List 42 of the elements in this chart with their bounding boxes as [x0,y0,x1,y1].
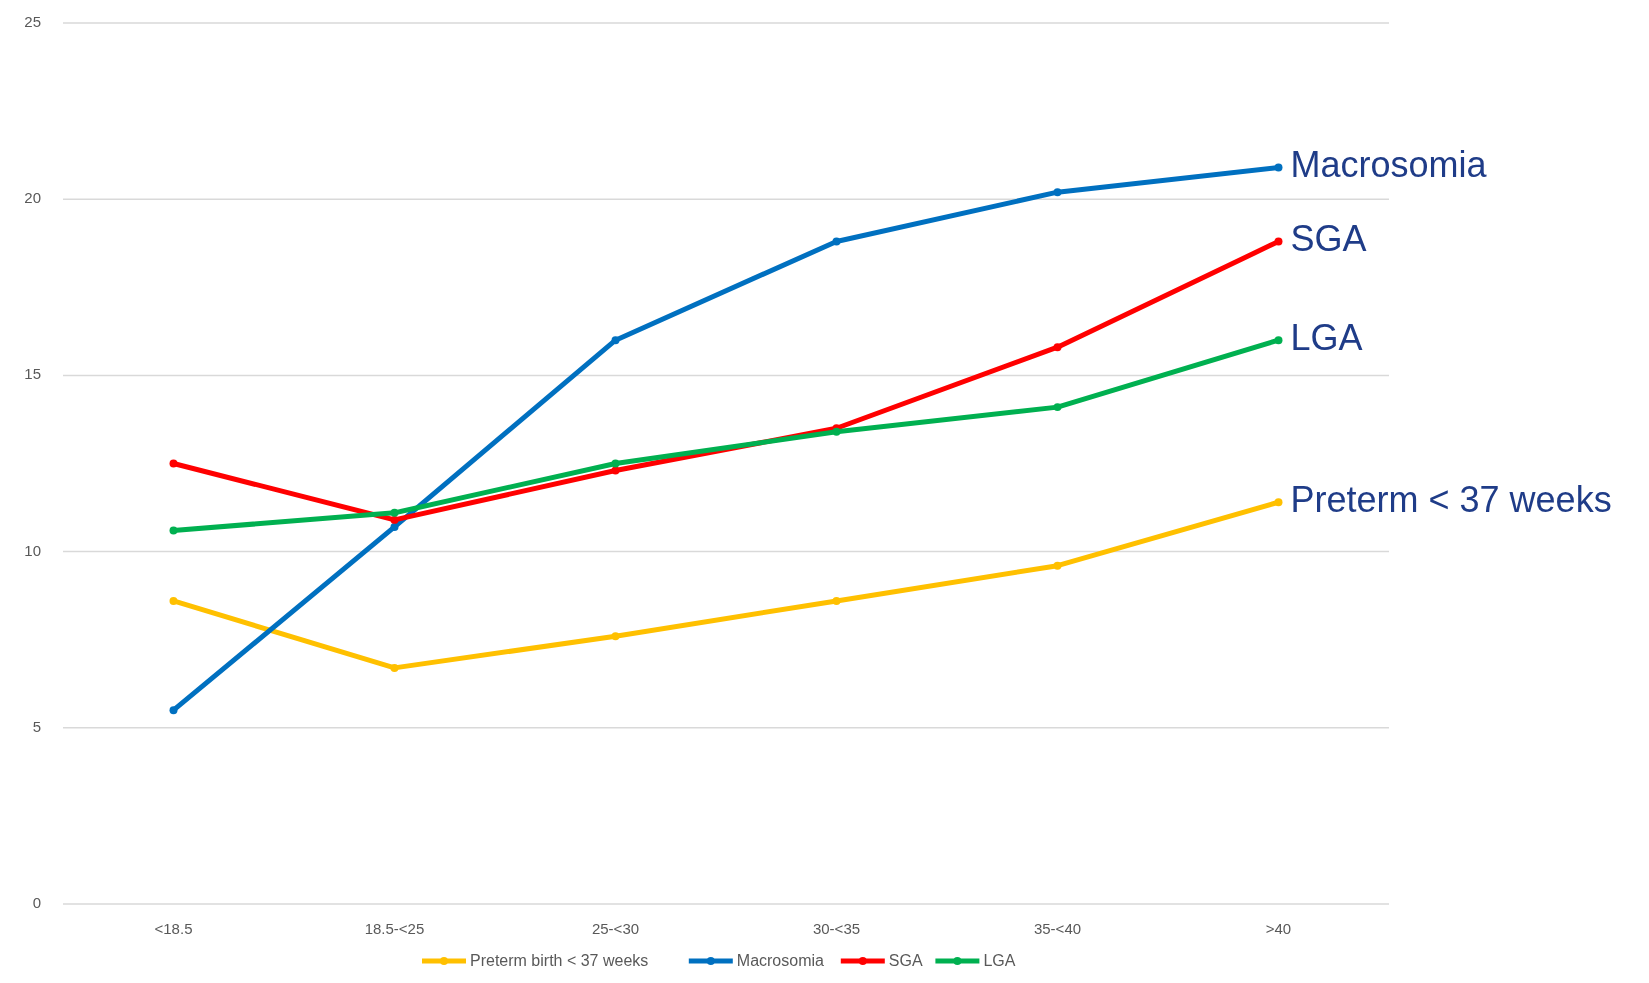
x-tick-label: 35-<40 [1033,920,1082,937]
point [1274,336,1283,345]
point [390,508,399,517]
point [611,459,620,468]
point [169,596,178,605]
point [1053,403,1062,412]
legend-label: LGA [983,952,1016,969]
point [832,237,841,246]
point [611,336,620,345]
y-tick-label: 5 [32,717,41,735]
legend-label: SGA [888,952,923,969]
point [1274,163,1283,172]
y-tick-label: 15 [24,365,41,383]
annotation: LGA [1290,316,1363,358]
point [1274,237,1283,246]
point [611,466,620,475]
point [611,632,620,641]
y-tick-label: 20 [24,189,41,207]
y-tick-label: 25 [24,12,41,30]
y-tick-label: 10 [24,541,41,559]
annotation: SGA [1290,218,1367,259]
point [390,515,399,524]
point [1053,561,1062,570]
y-tick-label: 0 [32,893,41,911]
annotation: Preterm < 37 weeks [1290,478,1612,520]
point [1053,343,1062,352]
point [169,526,178,535]
annotation: Macrosomia [1290,144,1488,185]
point [169,706,178,715]
point [390,522,399,531]
point [1053,188,1062,197]
x-tick-label: >40 [1265,920,1292,937]
point [390,663,399,672]
x-tick-label: 30-<35 [812,920,861,937]
point [832,596,841,605]
x-tick-label: 18.5-<25 [364,920,425,937]
x-tick-label: 25-<30 [591,920,640,937]
point [169,459,178,468]
legend-label: Macrosomia [736,952,825,969]
point [1274,498,1283,507]
legend-label: Preterm birth < 37 weeks [470,952,649,969]
x-tick-label: <18.5 [154,920,193,937]
